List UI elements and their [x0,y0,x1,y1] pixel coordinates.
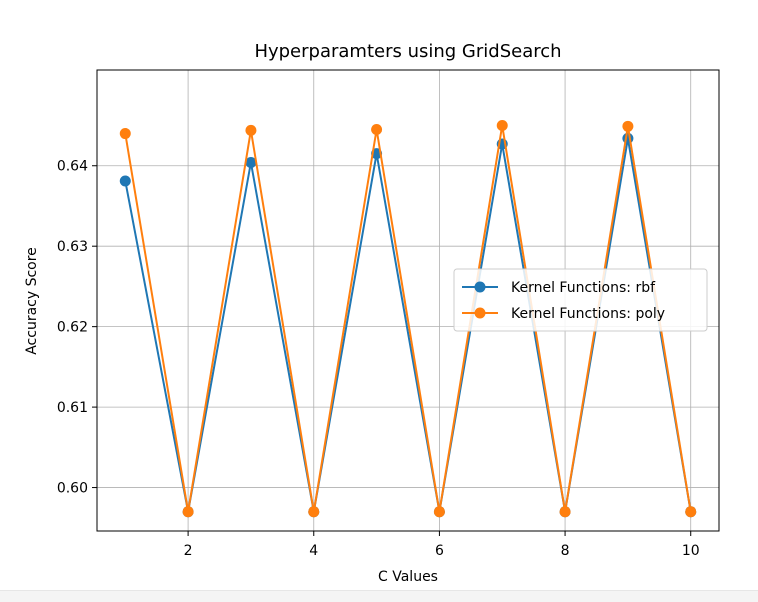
data-point-s1-7 [559,506,571,518]
data-point-s1-5 [433,506,445,518]
data-point-s1-6 [496,120,508,132]
y-axis-label: Accuracy Score [24,247,40,355]
data-point-s0-0 [119,175,131,187]
y-tick-label-0: 0.60 [57,481,88,497]
legend-marker-rbf [474,281,486,293]
legend-frame [453,268,708,332]
legend-marker-poly [474,307,486,319]
legend-label-rbf: Kernel Functions: rbf [511,280,656,296]
data-point-s0-2 [245,157,257,169]
data-point-s1-1 [182,506,194,518]
y-tick-label-1: 0.61 [57,400,88,416]
x-axis-label: C Values [378,569,438,585]
data-point-s1-2 [245,124,257,136]
chart-title: Hyperparamters using GridSearch [254,41,561,62]
x-tick-label-4: 10 [682,543,700,559]
y-tick-label-4: 0.64 [57,159,88,175]
x-tick-label-3: 8 [561,543,570,559]
y-tick-label-2: 0.62 [57,320,88,336]
legend: Kernel Functions: rbf Kernel Functions: … [453,268,708,332]
plot-area: 2 4 6 8 10 0.60 0.61 0.62 0.63 0.64 [57,69,720,559]
data-point-s1-4 [371,124,383,136]
bottom-scroll-strip [0,590,758,602]
data-point-s1-8 [622,120,634,132]
x-tick-label-0: 2 [184,543,193,559]
data-point-s1-3 [308,506,320,518]
y-tick-label-3: 0.63 [57,239,88,255]
data-point-s0-8 [622,132,634,144]
x-tick-label-1: 4 [309,543,318,559]
axes-frame [96,69,720,532]
legend-label-poly: Kernel Functions: poly [511,306,665,322]
data-point-s1-0 [119,128,131,140]
data-point-s1-9 [685,506,697,518]
x-tick-label-2: 6 [435,543,444,559]
